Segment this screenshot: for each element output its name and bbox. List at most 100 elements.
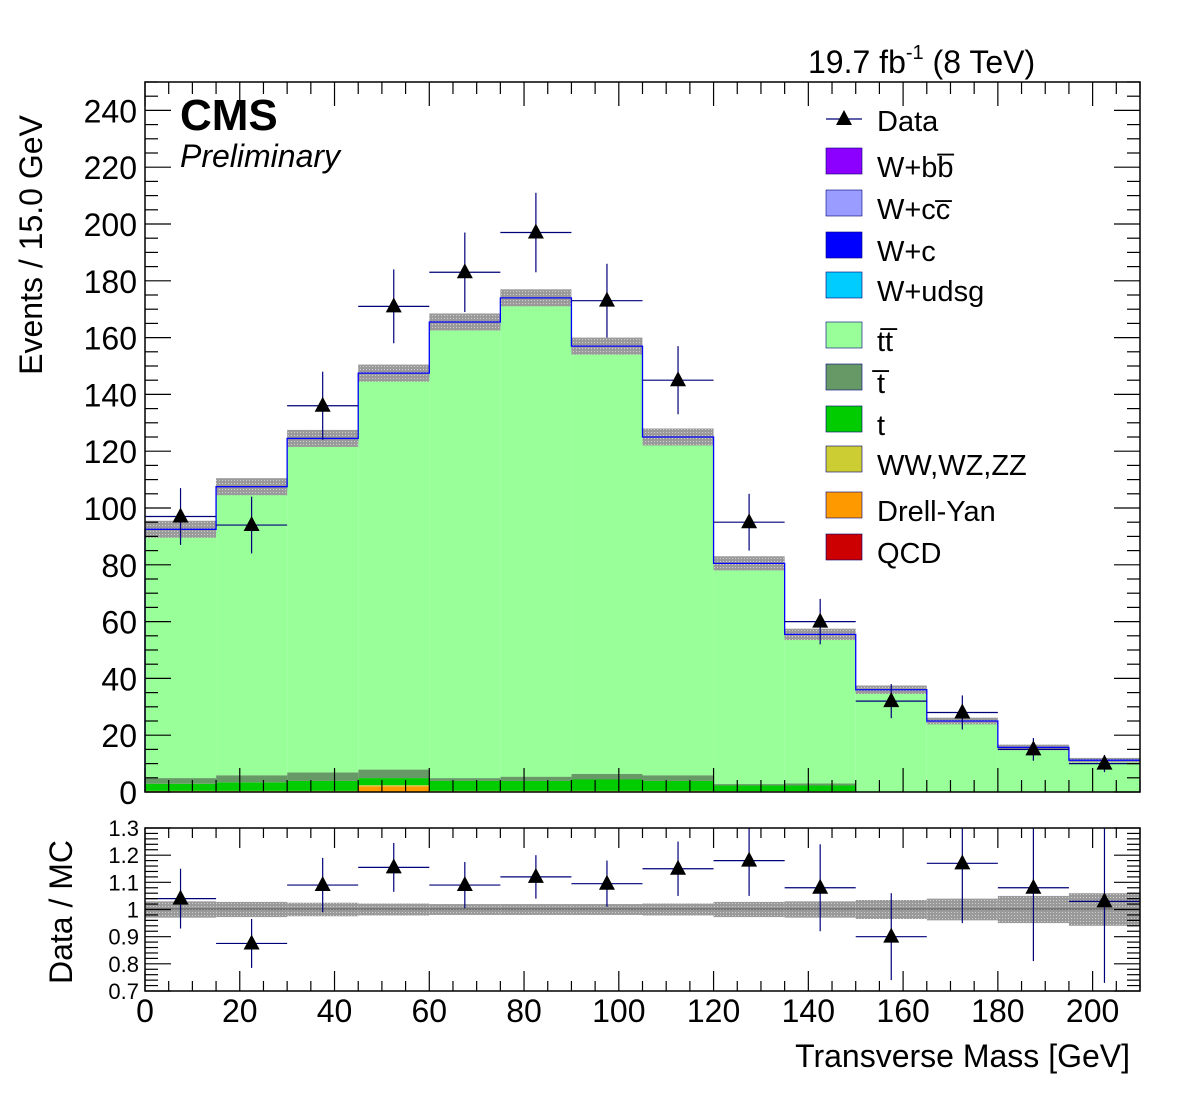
y-tick-label: 140 bbox=[84, 377, 137, 413]
data-point bbox=[528, 224, 544, 239]
ratio-y-tick-label: 0.9 bbox=[108, 925, 139, 950]
stack-bar-ttbar bbox=[358, 378, 429, 770]
y-tick-label: 180 bbox=[84, 264, 137, 300]
x-axis-label: Transverse Mass [GeV] bbox=[795, 1038, 1130, 1074]
y-tick-label: 20 bbox=[101, 718, 137, 754]
legend-swatch-tbar bbox=[826, 364, 862, 390]
stack-bar-t bbox=[287, 781, 358, 791]
ratio-point bbox=[457, 876, 473, 891]
legend-label-wcc: W+cc̅ bbox=[877, 194, 952, 226]
y-tick-label: 40 bbox=[101, 661, 137, 697]
ratio-point bbox=[315, 876, 331, 891]
legend-swatch-wcc bbox=[826, 190, 862, 216]
ratio-point bbox=[883, 928, 899, 943]
x-tick-label: 20 bbox=[222, 993, 258, 1029]
stack-bar-tbar bbox=[500, 777, 571, 781]
ratio-point bbox=[1025, 879, 1041, 894]
ratio-point bbox=[386, 858, 402, 873]
ratio-point bbox=[173, 890, 189, 905]
stack-bar-ttbar bbox=[643, 440, 714, 775]
x-tick-label: 40 bbox=[317, 993, 353, 1029]
legend-label-qcd: QCD bbox=[877, 538, 941, 570]
ratio-point bbox=[528, 868, 544, 883]
stack-bar-tbar bbox=[429, 778, 500, 781]
data-point bbox=[599, 292, 615, 307]
y-tick-label: 60 bbox=[101, 605, 137, 641]
ratio-point bbox=[741, 852, 757, 867]
data-point bbox=[954, 703, 970, 718]
x-tick-label: 80 bbox=[506, 993, 542, 1029]
stack-bar-ttbar bbox=[145, 534, 216, 778]
main-y-axis-label: Events / 15.0 GeV bbox=[13, 114, 49, 374]
legend-swatch-wc bbox=[826, 232, 862, 258]
stack-bar-tbar bbox=[145, 778, 216, 784]
stack-bar-ttbar bbox=[500, 302, 571, 776]
legend-label-wudsg: W+udsg bbox=[877, 276, 984, 308]
status-label: Preliminary bbox=[180, 138, 342, 174]
data-point bbox=[812, 613, 828, 628]
stack-bar-ttbar bbox=[927, 724, 998, 792]
ratio-y-tick-label: 0.8 bbox=[108, 952, 139, 977]
lumi-exponent: -1 bbox=[906, 42, 924, 64]
lumi-value: 19.7 fb bbox=[808, 44, 906, 80]
legend-label-wc: W+c bbox=[877, 236, 936, 268]
stack-bar-t bbox=[571, 780, 642, 791]
ratio-y-tick-label: 1.2 bbox=[108, 843, 139, 868]
ratio-y-axis-label: Data / MC bbox=[43, 840, 79, 984]
legend-label-ttbar: tt̅ bbox=[877, 326, 898, 358]
stack-bar-t bbox=[785, 785, 856, 791]
legend-swatch-t bbox=[826, 406, 862, 432]
legend-swatch-wbb bbox=[826, 148, 862, 174]
legend-marker-data bbox=[836, 110, 852, 125]
stack-bar-t bbox=[216, 782, 287, 791]
stack-bar-ttbar bbox=[571, 351, 642, 774]
stack-bar-diboson bbox=[358, 785, 429, 786]
luminosity-label: 19.7 fb-1 (8 TeV) bbox=[808, 42, 1035, 80]
legend-swatch-wudsg bbox=[826, 272, 862, 298]
legend-label-wbb: W+bb̅ bbox=[877, 152, 955, 184]
stack-bar-ttbar bbox=[785, 639, 856, 784]
y-tick-label: 0 bbox=[119, 775, 137, 811]
legend-label-t: t bbox=[877, 410, 885, 442]
x-tick-label: 140 bbox=[782, 993, 835, 1029]
legend-label-data: Data bbox=[877, 106, 939, 138]
ratio-point bbox=[812, 879, 828, 894]
x-tick-label: 60 bbox=[411, 993, 447, 1029]
stack-bar-t bbox=[358, 778, 429, 785]
data-point bbox=[386, 297, 402, 312]
stack-bar-ttbar bbox=[714, 568, 785, 784]
x-tick-label: 200 bbox=[1066, 993, 1119, 1029]
data-point bbox=[315, 397, 331, 412]
y-tick-label: 100 bbox=[84, 491, 137, 527]
stack-bar-tbar bbox=[358, 770, 429, 779]
legend-label-dy: Drell-Yan bbox=[877, 496, 996, 528]
x-tick-label: 160 bbox=[876, 993, 929, 1029]
legend-label-tbar: t̅ bbox=[872, 368, 890, 400]
x-tick-label: 0 bbox=[136, 993, 154, 1029]
y-tick-label: 200 bbox=[84, 207, 137, 243]
y-tick-label: 220 bbox=[84, 150, 137, 186]
data-point bbox=[670, 371, 686, 386]
x-tick-label: 180 bbox=[971, 993, 1024, 1029]
stack-bar-t bbox=[643, 781, 714, 791]
stack-bar-tbar bbox=[714, 784, 785, 785]
legend: DataW+bb̅W+cc̅W+cW+udsgtt̅t̅tWW,WZ,ZZDre… bbox=[826, 106, 1027, 570]
stack-bar-tbar bbox=[287, 772, 358, 781]
stack-bar-t bbox=[500, 781, 571, 791]
ratio-y-tick-label: 0.7 bbox=[108, 979, 139, 1004]
legend-swatch-ttbar bbox=[826, 322, 862, 348]
x-tick-label: 100 bbox=[592, 993, 645, 1029]
stack-bar-tbar bbox=[571, 774, 642, 780]
y-tick-label: 120 bbox=[84, 434, 137, 470]
ratio-y-tick-label: 1.1 bbox=[108, 870, 139, 895]
data-point bbox=[741, 513, 757, 528]
ratio-point bbox=[954, 854, 970, 869]
ratio-point bbox=[670, 860, 686, 875]
y-tick-label: 80 bbox=[101, 548, 137, 584]
lumi-energy: (8 TeV) bbox=[924, 44, 1035, 80]
